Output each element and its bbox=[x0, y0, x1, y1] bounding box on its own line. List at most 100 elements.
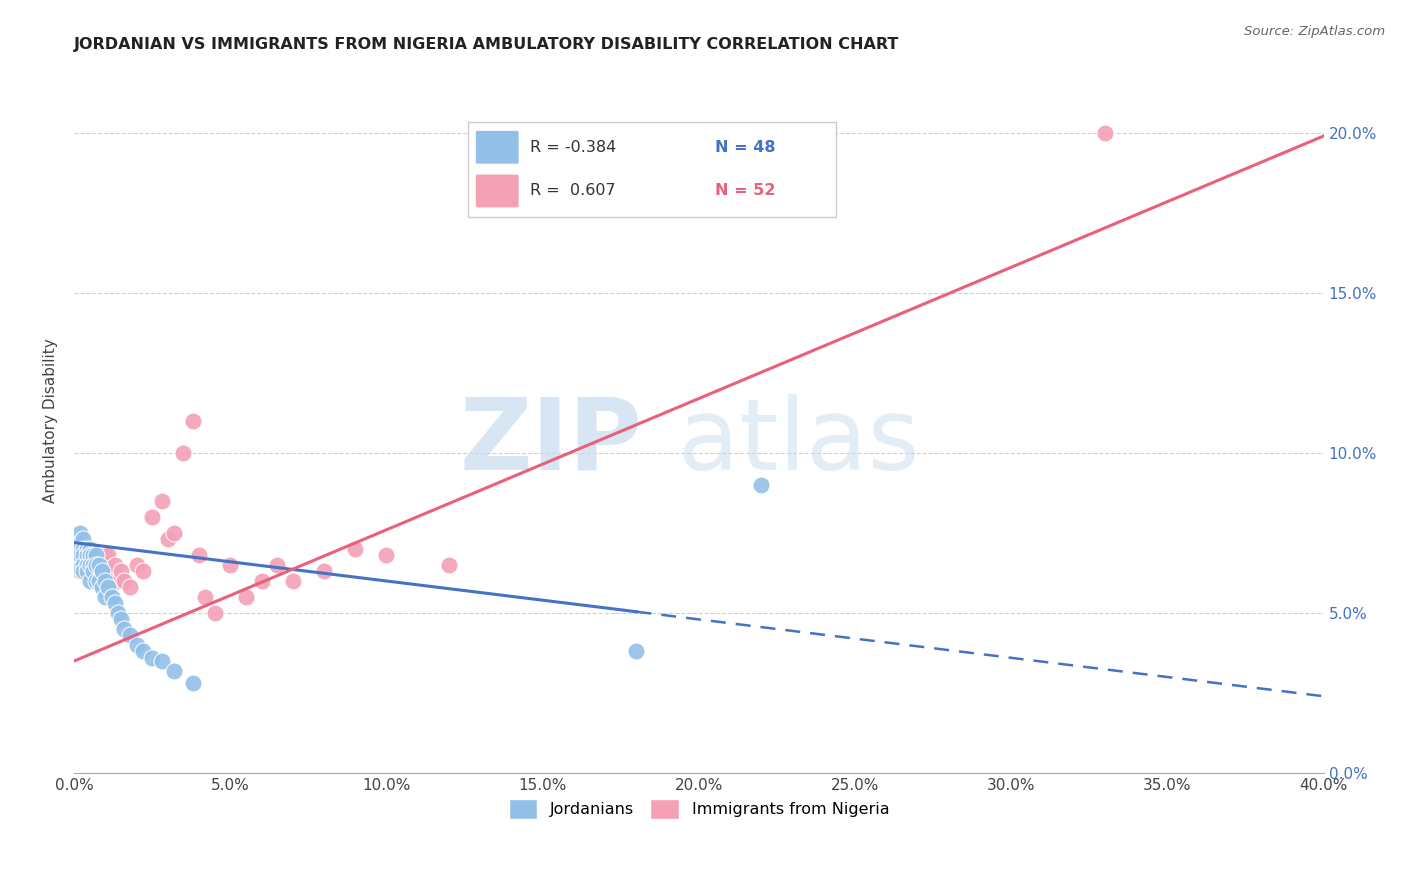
Point bbox=[235, 590, 257, 604]
Point bbox=[82, 549, 104, 563]
Point bbox=[110, 565, 132, 579]
Point bbox=[82, 565, 104, 579]
Point bbox=[104, 596, 127, 610]
Point bbox=[104, 558, 127, 572]
Point bbox=[204, 606, 226, 620]
Point bbox=[120, 628, 142, 642]
Point bbox=[79, 549, 101, 563]
Point bbox=[72, 541, 94, 556]
Text: ZIP: ZIP bbox=[460, 393, 643, 491]
Point bbox=[150, 494, 173, 508]
Point bbox=[344, 541, 367, 556]
Point bbox=[87, 565, 110, 579]
Point bbox=[66, 549, 89, 563]
Point bbox=[66, 549, 89, 563]
Point bbox=[94, 590, 117, 604]
Point bbox=[281, 574, 304, 588]
Point bbox=[84, 565, 107, 579]
Point bbox=[437, 558, 460, 572]
Point bbox=[69, 535, 91, 549]
Point bbox=[72, 541, 94, 556]
Point bbox=[87, 549, 110, 563]
Point bbox=[188, 549, 211, 563]
Point bbox=[66, 541, 89, 556]
Point bbox=[91, 565, 114, 579]
Point bbox=[69, 541, 91, 556]
Point bbox=[79, 549, 101, 563]
Point bbox=[125, 638, 148, 652]
Point bbox=[120, 581, 142, 595]
Point bbox=[79, 541, 101, 556]
Point bbox=[112, 574, 135, 588]
Point bbox=[79, 558, 101, 572]
Point bbox=[76, 565, 98, 579]
Point bbox=[79, 574, 101, 588]
Point bbox=[194, 590, 217, 604]
Point bbox=[72, 565, 94, 579]
Point bbox=[751, 478, 773, 492]
Point bbox=[84, 549, 107, 563]
Point bbox=[76, 549, 98, 563]
Point bbox=[132, 644, 155, 658]
Point bbox=[79, 541, 101, 556]
Point bbox=[76, 565, 98, 579]
Point bbox=[626, 644, 648, 658]
Point bbox=[69, 549, 91, 563]
Point bbox=[72, 533, 94, 547]
Point bbox=[94, 549, 117, 563]
Point bbox=[82, 549, 104, 563]
Point bbox=[76, 541, 98, 556]
Point bbox=[250, 574, 273, 588]
Point bbox=[107, 574, 129, 588]
Point bbox=[91, 581, 114, 595]
Point bbox=[219, 558, 242, 572]
Point bbox=[172, 446, 194, 460]
Point bbox=[107, 606, 129, 620]
Point bbox=[84, 549, 107, 563]
Point bbox=[97, 549, 120, 563]
Point bbox=[69, 541, 91, 556]
Point bbox=[141, 650, 163, 665]
Point bbox=[72, 549, 94, 563]
Point bbox=[375, 549, 398, 563]
Point bbox=[87, 558, 110, 572]
Point bbox=[97, 581, 120, 595]
Point bbox=[69, 525, 91, 540]
Point bbox=[72, 549, 94, 563]
Point bbox=[1094, 126, 1116, 140]
Point bbox=[94, 574, 117, 588]
Point bbox=[84, 558, 107, 572]
Point bbox=[84, 574, 107, 588]
Text: atlas: atlas bbox=[678, 393, 920, 491]
Point bbox=[69, 549, 91, 563]
Text: JORDANIAN VS IMMIGRANTS FROM NIGERIA AMBULATORY DISABILITY CORRELATION CHART: JORDANIAN VS IMMIGRANTS FROM NIGERIA AMB… bbox=[75, 37, 900, 53]
Point bbox=[163, 664, 186, 678]
Point bbox=[66, 558, 89, 572]
Point bbox=[82, 558, 104, 572]
Point bbox=[66, 558, 89, 572]
Point bbox=[69, 561, 91, 575]
Point bbox=[79, 565, 101, 579]
Point bbox=[72, 565, 94, 579]
Point bbox=[72, 558, 94, 572]
Point bbox=[91, 549, 114, 563]
Point bbox=[100, 565, 122, 579]
Point bbox=[181, 414, 204, 428]
Point bbox=[156, 533, 179, 547]
Point bbox=[110, 612, 132, 626]
Point bbox=[76, 558, 98, 572]
Point bbox=[94, 565, 117, 579]
Point bbox=[112, 622, 135, 636]
Point bbox=[82, 565, 104, 579]
Point bbox=[163, 525, 186, 540]
Y-axis label: Ambulatory Disability: Ambulatory Disability bbox=[44, 339, 58, 503]
Point bbox=[100, 590, 122, 604]
Text: Source: ZipAtlas.com: Source: ZipAtlas.com bbox=[1244, 25, 1385, 38]
Point bbox=[76, 541, 98, 556]
Point bbox=[181, 676, 204, 690]
Point bbox=[76, 549, 98, 563]
Legend: Jordanians, Immigrants from Nigeria: Jordanians, Immigrants from Nigeria bbox=[502, 793, 896, 825]
Point bbox=[150, 654, 173, 668]
Point bbox=[266, 558, 288, 572]
Point bbox=[141, 510, 163, 524]
